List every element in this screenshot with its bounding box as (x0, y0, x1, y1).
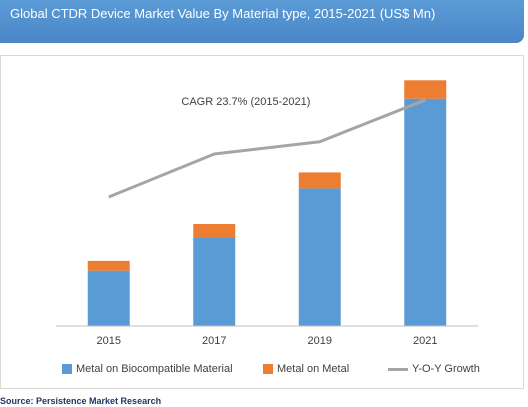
bar-metal-on-metal-2017 (193, 224, 236, 238)
chart-header: Global CTDR Device Market Value By Mater… (0, 0, 524, 43)
legend-item-biocompatible: Metal on Biocompatible Material (62, 363, 233, 375)
x-tick-label-2015: 2015 (97, 335, 121, 347)
legend-item-growth: Y-O-Y Growth (388, 363, 480, 375)
legend-label-biocompatible: Metal on Biocompatible Material (76, 363, 233, 375)
legend: Metal on Biocompatible Material Metal on… (0, 363, 524, 377)
bar-biocompatible-2019 (298, 188, 341, 326)
x-tick-label-2019: 2019 (308, 335, 332, 347)
legend-swatch-metal-on-metal (263, 364, 273, 374)
legend-swatch-biocompatible (62, 364, 72, 374)
bar-metal-on-metal-2019 (298, 172, 341, 189)
bar-biocompatible-2021 (404, 98, 447, 326)
bar-metal-on-metal-2021 (404, 80, 447, 99)
growth-line (108, 98, 426, 199)
legend-label-growth: Y-O-Y Growth (412, 363, 480, 375)
cagr-annotation: CAGR 23.7% (2015-2021) (181, 96, 310, 108)
source-note: Source: Persistence Market Research (0, 396, 162, 406)
x-tick-label-2017: 2017 (202, 335, 226, 347)
chart-title: Global CTDR Device Market Value By Mater… (10, 6, 436, 21)
bar-biocompatible-2015 (87, 270, 130, 326)
x-tick-label-2021: 2021 (413, 335, 437, 347)
bar-metal-on-metal-2015 (87, 260, 130, 271)
growth-line-layer (108, 98, 426, 199)
x-tick-labels: 2015 2017 2019 2021 (97, 335, 438, 347)
legend-label-metal-on-metal: Metal on Metal (277, 363, 350, 375)
bar-biocompatible-2017 (193, 237, 236, 326)
legend-item-metal-on-metal: Metal on Metal (263, 363, 349, 375)
bars-layer (87, 80, 447, 326)
legend-line-growth (388, 367, 408, 371)
